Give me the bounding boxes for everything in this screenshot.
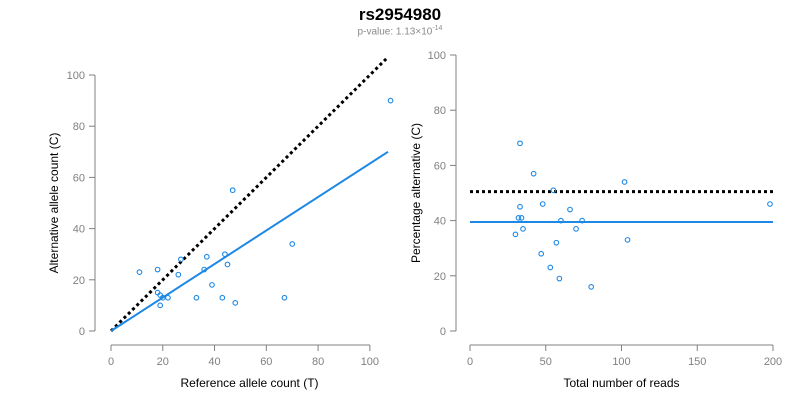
x-tick-label: 40 — [208, 356, 220, 368]
data-point — [558, 217, 564, 224]
y-tick-label: 60 — [73, 172, 85, 184]
chart-title: rs2954980 — [358, 5, 442, 24]
y-tick-label: 40 — [73, 224, 85, 236]
y-tick-label: 80 — [73, 121, 85, 133]
data-point — [219, 294, 226, 301]
x-tick-label: 100 — [361, 356, 379, 368]
data-point — [224, 261, 231, 268]
data-point — [512, 231, 519, 238]
data-point — [203, 253, 210, 260]
data-point — [588, 283, 595, 290]
data-point — [556, 275, 563, 282]
y-tick-label: 60 — [434, 160, 446, 172]
data-point — [550, 187, 557, 194]
data-point — [154, 266, 161, 273]
x-tick-label: 60 — [260, 356, 272, 368]
y-tick-label: 100 — [428, 50, 446, 62]
x-tick-label: 20 — [157, 356, 169, 368]
data-point — [624, 237, 631, 243]
x-tick-label: 100 — [612, 356, 630, 368]
data-point — [621, 179, 628, 185]
p-value-text: p-value: 1.13×10 — [357, 26, 433, 38]
data-point — [193, 294, 200, 301]
y-tick-label: 0 — [79, 326, 85, 338]
data-point — [281, 294, 288, 301]
data-point — [518, 214, 525, 221]
data-point — [547, 264, 554, 271]
data-point — [157, 302, 164, 309]
data-point — [520, 226, 526, 232]
data-point — [515, 214, 522, 221]
y-tick-label: 80 — [434, 105, 446, 117]
y-tick-label: 0 — [440, 326, 446, 338]
data-point — [517, 140, 523, 147]
y-tick-label: 20 — [73, 275, 85, 287]
data-point — [579, 217, 585, 224]
data-point — [209, 282, 215, 288]
data-point — [232, 299, 239, 306]
data-point — [387, 97, 394, 104]
data-point — [175, 271, 182, 278]
data-point — [539, 201, 546, 207]
p-value-exponent: -14 — [432, 25, 443, 32]
y-tick-label: 100 — [67, 70, 85, 82]
data-point — [553, 239, 560, 246]
data-point — [517, 203, 523, 210]
y-axis-label: Alternative allele count (C) — [47, 133, 61, 274]
data-point — [159, 294, 166, 301]
y-axis-label: Percentage alternative (C) — [409, 123, 423, 263]
y-tick-label: 20 — [434, 271, 446, 283]
y-tick-label: 40 — [434, 216, 446, 228]
data-point — [178, 256, 184, 263]
data-point — [538, 250, 545, 257]
data-point — [222, 251, 228, 258]
x-tick-label: 150 — [688, 356, 706, 368]
data-point — [767, 201, 773, 207]
reference-dotted-line — [109, 56, 390, 333]
x-axis-label: Reference allele count (T) — [180, 376, 318, 390]
data-point — [567, 206, 573, 213]
x-tick-label: 200 — [764, 356, 782, 368]
x-tick-label: 80 — [312, 356, 324, 368]
data-point — [165, 294, 171, 301]
x-tick-label: 0 — [467, 356, 473, 368]
x-tick-label: 50 — [540, 356, 552, 368]
x-tick-label: 0 — [108, 356, 114, 368]
data-point — [530, 170, 537, 177]
data-point — [289, 241, 296, 247]
regression-line — [110, 150, 389, 332]
data-point — [201, 266, 208, 273]
data-point — [573, 226, 579, 232]
chart-subtitle: p-value: 1.13×10-14 — [0, 25, 800, 37]
data-point — [136, 269, 143, 275]
data-point — [229, 187, 236, 194]
x-axis-label: Total number of reads — [563, 376, 679, 390]
